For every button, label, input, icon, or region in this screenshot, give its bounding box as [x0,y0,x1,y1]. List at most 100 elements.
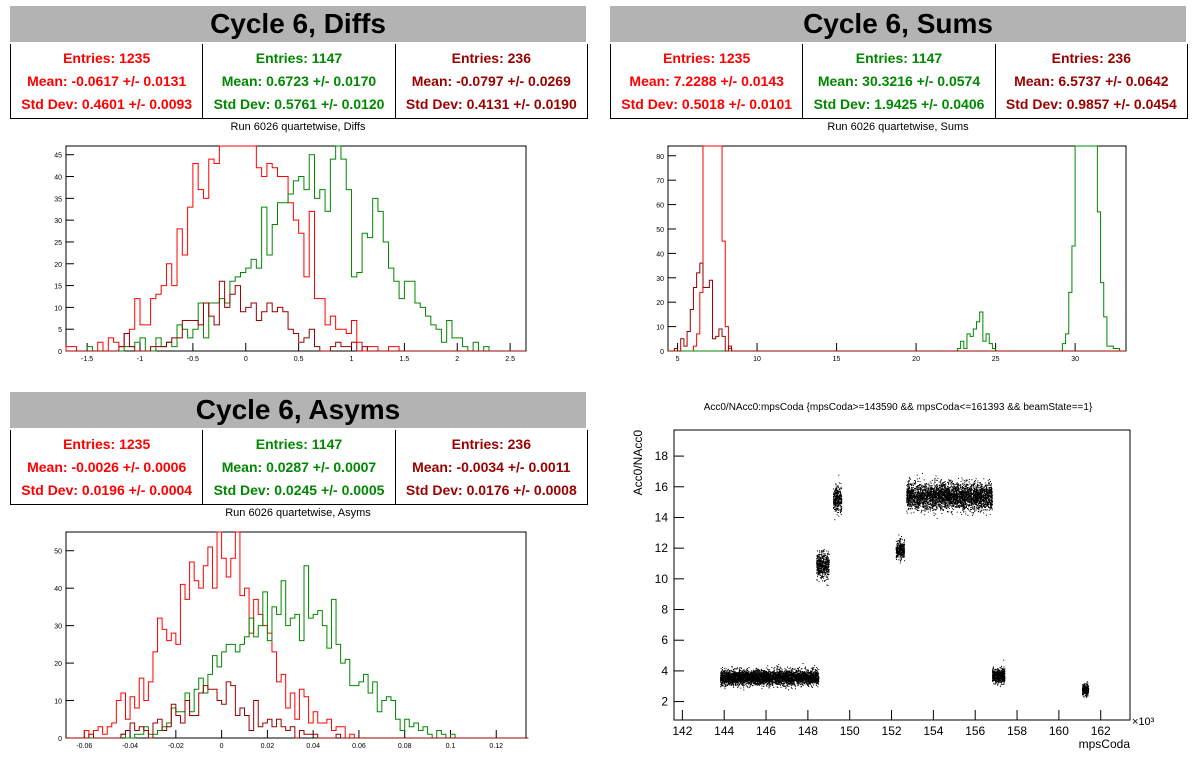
scatter-point [735,684,737,686]
scatter-point [724,674,726,676]
x-tick-label: 10 [753,356,761,363]
scatter-point [753,671,755,673]
diffs-stats-green: Entries: 1147 Mean: 0.6723 +/- 0.0170 St… [202,44,394,118]
scatter-point [727,669,729,671]
scatter-point [792,673,794,675]
scatter-point [728,676,730,677]
scatter-point [721,685,723,686]
scatter-point [737,684,739,686]
scatter-point [791,681,793,683]
scatter-point [730,684,732,686]
scatter-point [748,682,750,683]
plot-frame [65,145,527,352]
scatter-point [839,489,841,491]
scatter-point [744,672,745,674]
scatter-point [813,673,814,675]
scatter-point [743,681,745,683]
scatter-point [818,555,820,557]
scatter-point [787,678,789,680]
scatter-point [720,679,722,681]
scatter-point [787,677,789,679]
scatter-point [802,675,804,677]
scatter-point [801,668,803,670]
scatter-point [735,681,737,683]
scatter-point [793,678,795,680]
scatter-point [771,680,772,682]
scatter-point [742,683,743,685]
scatter-point [779,681,781,683]
scatter-point [778,671,780,673]
scatter-point [729,678,730,680]
scatter-point [743,678,745,679]
x-tick-label: 0.12 [489,743,503,750]
scatter-point [823,564,825,566]
scatter-point [725,680,727,681]
scatter-point [730,681,732,683]
scatter-point [762,674,764,676]
scatter-point [820,567,822,569]
scatter-point [805,675,807,677]
scatter-point [721,680,723,682]
scatter-point [764,672,766,674]
scatter-point [781,677,783,679]
scatter-point [726,675,728,677]
asyms-stats-darkred: Entries: 236 Mean: -0.0034 +/- 0.0011 St… [394,430,587,504]
scatter-point [810,674,812,676]
scatter-point [773,676,775,678]
scatter-point [815,672,817,673]
scatter-point [809,680,811,681]
scatter-point [761,678,763,680]
scatter-point [779,683,781,685]
scatter-point [740,668,742,670]
scatter-point [721,680,722,682]
x-tick-label: 160 [1049,724,1069,738]
scatter-point [814,676,816,678]
scatter-point [750,673,752,675]
scatter-point [777,675,779,676]
scatter-point [738,668,740,670]
scatter-point [785,672,786,674]
scatter-point [789,670,791,672]
scatter-point [824,564,826,566]
scatter-point [768,672,770,674]
scatter-point [788,689,789,691]
scatter-point [826,569,827,571]
scatter-point [824,580,826,582]
x-tick-label: -0.04 [122,743,138,750]
scatter-point [760,676,762,678]
scatter-point [722,667,723,668]
scatter-point [816,670,818,672]
scatter-point [750,671,752,673]
scatter-point [806,677,808,679]
x-tick-label: 154 [923,724,943,738]
scatter-point [725,679,727,681]
scatter-point [725,674,727,676]
scatter-point [735,682,737,684]
scatter-point [811,680,813,681]
scatter-point [786,670,788,672]
scatter-point [794,674,796,676]
scatter-point [802,684,804,686]
scatter-point [774,666,776,668]
scatter-point [782,681,784,683]
scatter-point [786,676,788,678]
scatter-point [766,685,768,687]
scatter-point [740,681,742,683]
scatter-point [812,673,814,675]
scatter-point [802,673,803,675]
x-tick-label: 0 [220,743,224,750]
scatter-point [797,670,799,672]
scatter-point [822,567,824,569]
scatter-point [761,672,763,674]
scatter-point [790,672,791,674]
scatter-point [735,678,737,680]
scatter-point [763,679,765,681]
scatter-point [821,550,823,552]
scatter-point [755,676,757,678]
scatter-point [816,555,818,557]
scatter-point [728,682,730,684]
scatter-point [720,676,722,678]
scatter-point [730,683,732,685]
scatter-point [776,686,778,688]
scatter-point [791,670,793,672]
